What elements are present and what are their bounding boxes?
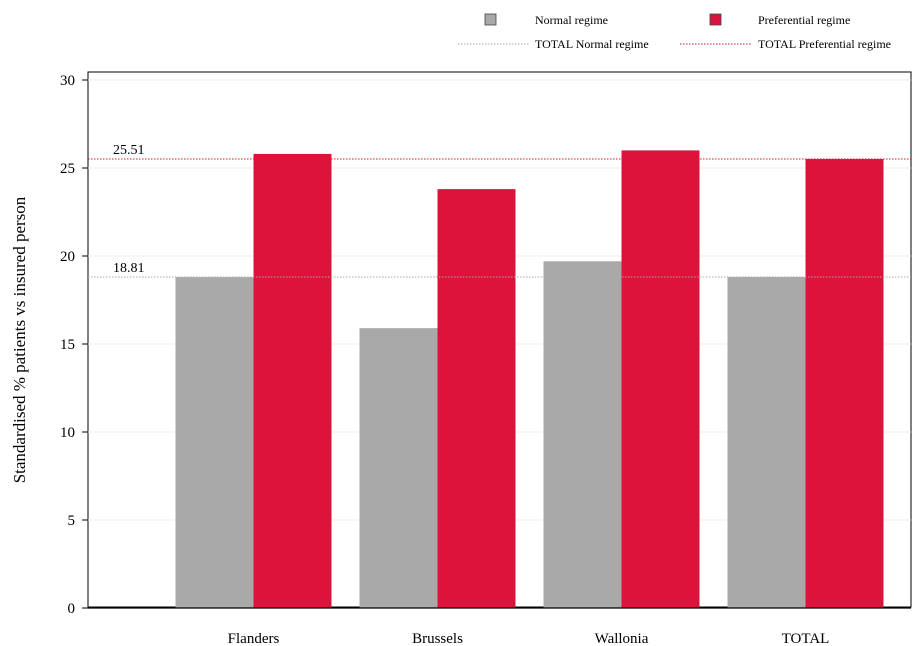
y-tick-label: 5 (68, 513, 76, 529)
bars (88, 150, 911, 609)
x-axis-labels: Flanders Brussels Wallonia TOTAL (228, 631, 830, 646)
y-axis-title: Standardised % patients vs insured perso… (10, 196, 29, 483)
bar-preferential-flanders (253, 153, 332, 609)
legend-label-normal: Normal regime (535, 13, 608, 27)
y-axis: 0 5 10 15 20 25 30 (60, 73, 88, 617)
x-category-label: Flanders (228, 631, 280, 646)
y-tick-label: 30 (60, 73, 75, 89)
bar-preferential-total (805, 159, 884, 609)
x-category-label: Brussels (412, 631, 463, 646)
reference-line-label: 18.81 (113, 261, 145, 276)
x-category-label: TOTAL (782, 631, 830, 646)
y-tick-label: 10 (60, 425, 75, 441)
reference-lines: 18.81 25.51 (88, 143, 911, 278)
reference-line-label: 25.51 (113, 143, 145, 158)
legend-label-total-preferential: TOTAL Preferential regime (758, 37, 891, 51)
legend-label-preferential: Preferential regime (758, 13, 850, 27)
x-category-label: Wallonia (595, 631, 649, 646)
bar-normal-brussels (359, 328, 438, 608)
bar-preferential-wallonia (621, 150, 700, 608)
bar-normal-total (727, 276, 806, 608)
legend-swatch-preferential (709, 13, 722, 26)
bar-normal-wallonia (543, 261, 622, 608)
y-tick-label: 0 (68, 601, 76, 617)
y-tick-label: 25 (60, 161, 75, 177)
y-tick-label: 20 (60, 249, 75, 265)
legend-swatch-normal (484, 13, 497, 26)
y-tick-label: 15 (60, 337, 75, 353)
legend: Normal regime Preferential regime TOTAL … (458, 13, 891, 51)
bar-preferential-brussels (437, 189, 516, 608)
bar-normal-flanders (175, 277, 254, 608)
legend-label-total-normal: TOTAL Normal regime (535, 37, 649, 51)
